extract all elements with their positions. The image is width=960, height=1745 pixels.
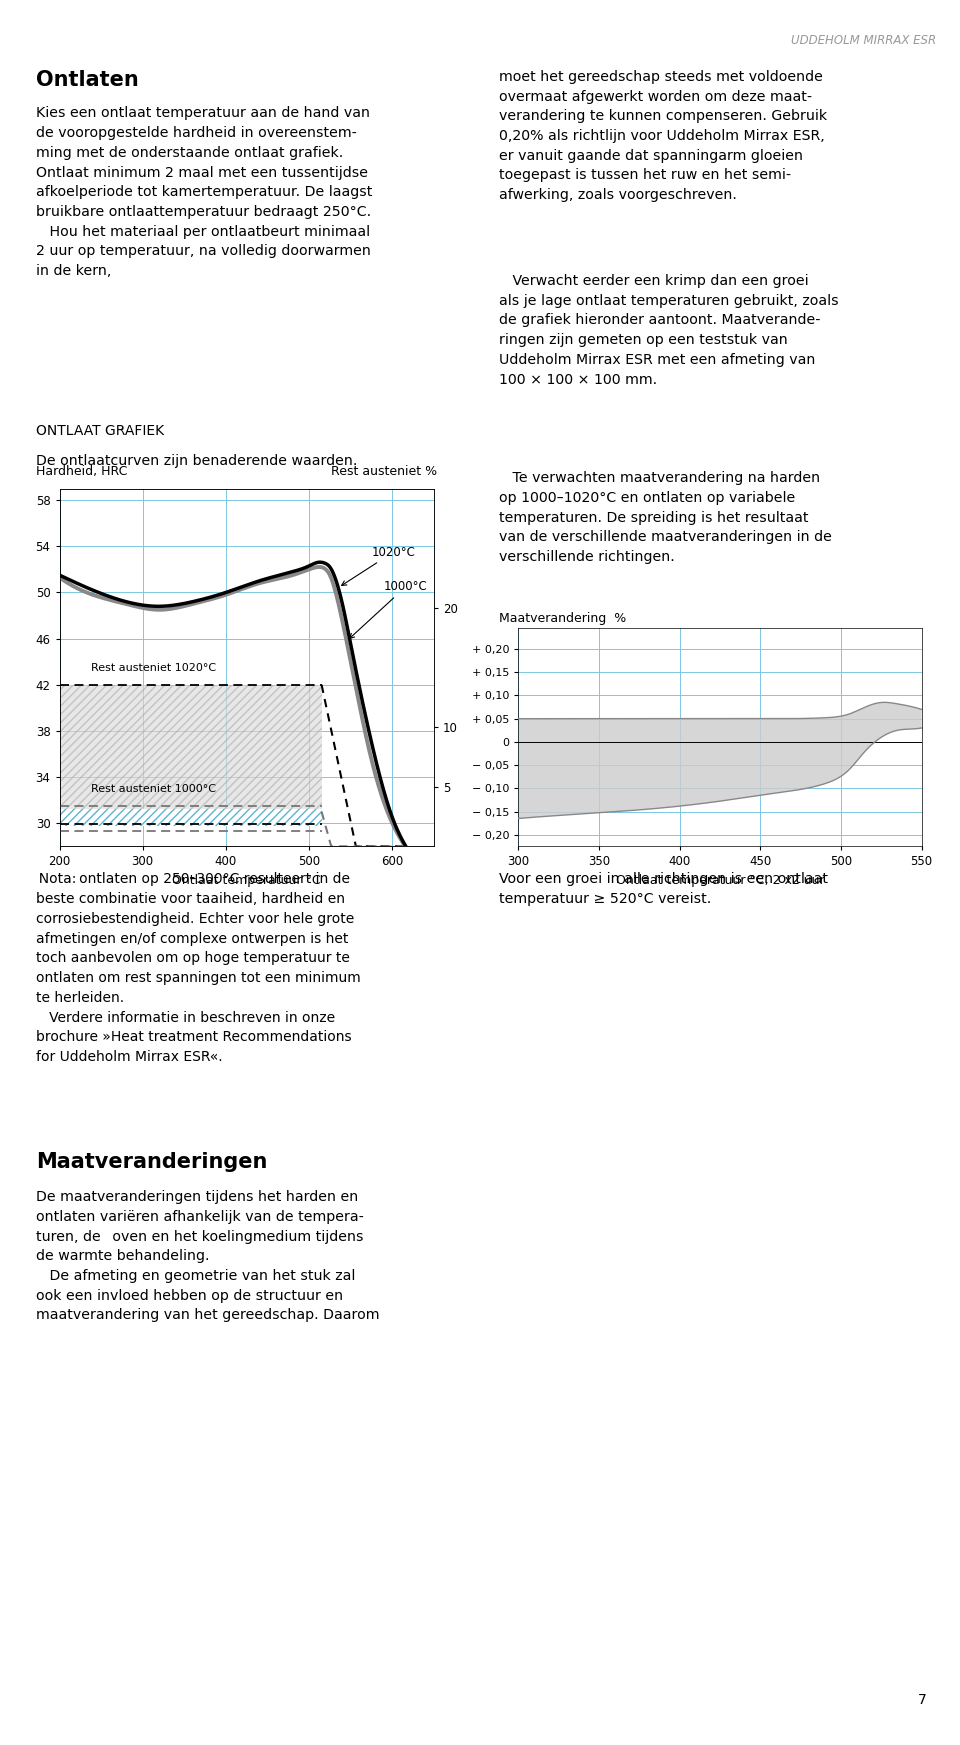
Text: Maatverandering  %: Maatverandering % (499, 612, 627, 625)
Text: Rest austeniet %: Rest austeniet % (330, 466, 437, 478)
Text: Maatveranderingen: Maatveranderingen (36, 1152, 268, 1171)
Text: Verwacht eerder een krimp dan een groei
als je lage ontlaat temperaturen gebruik: Verwacht eerder een krimp dan een groei … (499, 274, 839, 387)
Text: Kies een ontlaat temperatuur aan de hand van
de vooropgestelde hardheid in overe: Kies een ontlaat temperatuur aan de hand… (36, 106, 372, 277)
X-axis label: Ontlaat temperatuur °C, 2 x2 uur: Ontlaat temperatuur °C, 2 x2 uur (615, 874, 825, 886)
Text: De maatveranderingen tijdens het harden en
ontlaten variëren afhankelijk van de : De maatveranderingen tijdens het harden … (36, 1190, 380, 1323)
Text: De ontlaatcurven zijn benaderende waarden.: De ontlaatcurven zijn benaderende waarde… (36, 454, 358, 468)
Text: moet het gereedschap steeds met voldoende
overmaat afgewerkt worden om deze maat: moet het gereedschap steeds met voldoend… (499, 70, 828, 202)
Text: Ontlaten: Ontlaten (36, 70, 139, 89)
Text: 1020°C: 1020°C (342, 546, 416, 586)
Text: Te verwachten maatverandering na harden
op 1000–1020°C en ontlaten op variabele
: Te verwachten maatverandering na harden … (499, 471, 832, 564)
Text: Rest austeniet 1020°C: Rest austeniet 1020°C (91, 663, 216, 674)
Text: Voor een groei in alle richtingen is een ontlaat
temperatuur ≥ 520°C vereist.: Voor een groei in alle richtingen is een… (499, 872, 828, 906)
X-axis label: Ontlaat temperatuur °C: Ontlaat temperatuur °C (173, 874, 321, 886)
Text: UDDEHOLM MIRRAX ESR: UDDEHOLM MIRRAX ESR (791, 33, 936, 47)
Text: Rest austeniet 1000°C: Rest austeniet 1000°C (91, 785, 216, 794)
Text: Nota: ontlaten op 250–300°C resulteert in de
beste combinatie voor taaiheid, har: Nota: ontlaten op 250–300°C resulteert i… (36, 872, 361, 1064)
Text: 1000°C: 1000°C (349, 579, 428, 639)
Text: 7: 7 (918, 1693, 926, 1707)
Text: Hardheid, HRC: Hardheid, HRC (36, 466, 128, 478)
Text: ONTLAAT GRAFIEK: ONTLAAT GRAFIEK (36, 424, 164, 438)
